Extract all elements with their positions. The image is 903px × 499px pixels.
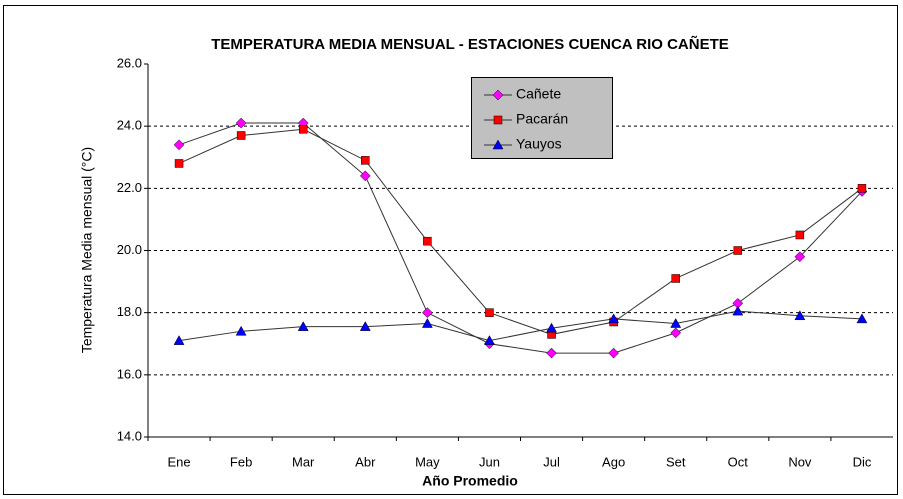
data-point <box>794 310 806 321</box>
data-point <box>298 125 308 134</box>
y-tick-label: 14.0 <box>117 428 142 443</box>
data-point <box>421 318 433 328</box>
legend-marker <box>492 89 504 101</box>
data-point <box>608 313 620 324</box>
data-point <box>173 335 185 345</box>
x-tick-label: Ene <box>167 454 190 469</box>
x-tick-label: Dic <box>853 454 872 469</box>
data-point <box>235 325 247 336</box>
data-point <box>359 170 371 182</box>
data-point <box>608 347 619 359</box>
x-tick-label: Jun <box>479 454 500 469</box>
legend-label: Pacarán <box>516 111 568 127</box>
data-point <box>795 230 805 240</box>
data-point <box>297 321 309 331</box>
y-tick-label: 16.0 <box>117 366 142 381</box>
data-point <box>732 305 744 316</box>
y-tick-label: 20.0 <box>117 242 142 257</box>
x-tick-label: Nov <box>788 454 812 469</box>
chart-title: TEMPERATURA MEDIA MENSUAL - ESTACIONES C… <box>211 35 729 53</box>
x-tick-label: Jul <box>543 454 560 469</box>
y-tick-label: 24.0 <box>117 118 142 133</box>
data-point <box>857 184 867 193</box>
x-axis-title: Año Promedio <box>422 473 518 489</box>
data-point <box>235 117 247 129</box>
x-tick-label: Mar <box>292 454 315 469</box>
data-point <box>546 322 557 333</box>
data-point <box>856 313 868 324</box>
series-line <box>178 310 862 342</box>
data-point <box>174 159 184 168</box>
data-point <box>671 274 680 283</box>
legend-marker <box>493 115 503 125</box>
x-tick-label: May <box>415 454 440 469</box>
x-tick-label: Feb <box>230 454 252 469</box>
data-point <box>361 156 370 165</box>
data-point <box>546 347 557 359</box>
x-tick-label: Set <box>666 454 686 469</box>
data-point <box>484 335 495 345</box>
y-tick-label: 26.0 <box>117 55 142 70</box>
legend-label: Cañete <box>516 86 561 102</box>
data-point <box>670 318 682 328</box>
y-tick-label: 18.0 <box>117 304 142 319</box>
data-point <box>359 321 371 331</box>
x-tick-label: Abr <box>355 454 376 469</box>
x-tick-label: Ago <box>602 454 625 469</box>
data-point <box>485 308 494 317</box>
y-tick-label: 22.0 <box>117 180 142 195</box>
data-point <box>173 139 185 151</box>
data-point <box>423 236 432 246</box>
legend-marker <box>492 139 504 150</box>
series-line <box>178 122 863 354</box>
data-point <box>670 327 682 339</box>
data-point <box>733 246 743 255</box>
series-line <box>178 128 863 335</box>
legend-label: Yauyos <box>516 136 562 152</box>
data-point <box>236 131 246 140</box>
x-tick-label: Oct <box>728 454 749 469</box>
y-axis-title: Temperatura Media mensual (°C) <box>79 147 95 353</box>
data-point <box>794 251 806 263</box>
data-point <box>422 307 433 319</box>
